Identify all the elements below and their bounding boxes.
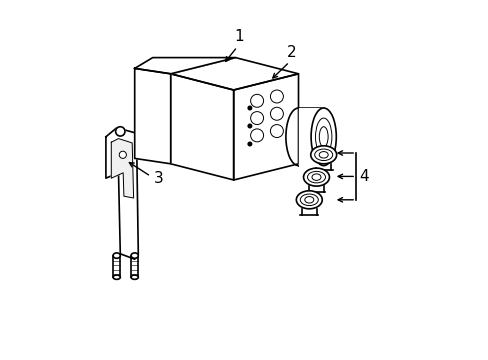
Ellipse shape — [304, 197, 313, 203]
Polygon shape — [134, 58, 235, 74]
Polygon shape — [298, 108, 323, 166]
Ellipse shape — [311, 174, 320, 180]
Polygon shape — [170, 74, 233, 180]
Text: 3: 3 — [153, 171, 163, 186]
Polygon shape — [111, 139, 133, 198]
Polygon shape — [233, 74, 298, 180]
Circle shape — [247, 142, 251, 146]
Ellipse shape — [131, 253, 138, 258]
Ellipse shape — [310, 146, 336, 164]
Polygon shape — [106, 128, 138, 259]
Ellipse shape — [113, 275, 120, 279]
Ellipse shape — [319, 127, 327, 147]
Polygon shape — [170, 58, 298, 90]
Circle shape — [247, 124, 251, 128]
Ellipse shape — [296, 191, 322, 209]
Text: 1: 1 — [234, 29, 244, 44]
Ellipse shape — [113, 253, 120, 258]
Polygon shape — [134, 68, 170, 164]
Text: 2: 2 — [286, 45, 296, 60]
Ellipse shape — [303, 168, 329, 186]
Circle shape — [115, 127, 125, 136]
Circle shape — [247, 106, 251, 110]
Circle shape — [119, 151, 126, 158]
Ellipse shape — [319, 152, 327, 158]
Ellipse shape — [310, 108, 336, 166]
Ellipse shape — [131, 275, 138, 279]
Text: 4: 4 — [359, 169, 368, 184]
